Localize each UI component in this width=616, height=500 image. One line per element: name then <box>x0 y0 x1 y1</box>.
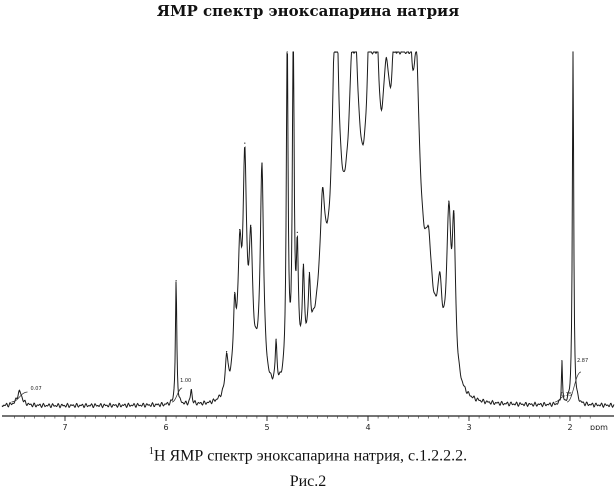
integral-label: 2.87 <box>577 358 588 364</box>
figure-number: Рис.2 <box>0 473 616 491</box>
spectrum-peak <box>19 391 20 392</box>
spectrum-peak <box>176 280 177 281</box>
spectrum-peak <box>244 143 245 144</box>
spectrum-peak <box>453 210 454 211</box>
spectrum-peak <box>322 189 323 190</box>
spectrum-peak <box>416 51 417 52</box>
chart-title: ЯМР спектр эноксапарина натрия <box>0 2 616 20</box>
spectrum-peak <box>335 51 336 52</box>
x-axis-tick-label: 4 <box>365 423 370 430</box>
x-axis-tick-label: 6 <box>163 423 168 430</box>
spectrum-peak <box>561 360 562 361</box>
spectrum-peak <box>408 51 409 52</box>
spectrum-peak <box>293 51 294 52</box>
spectrum-peak <box>376 51 377 52</box>
integral-label: 0.15 <box>561 392 572 398</box>
spectrum-trace-group <box>2 51 614 407</box>
x-axis-ticks: 7 6 5 4 3 2 ppm <box>15 416 609 430</box>
spectrum-peak <box>439 271 440 272</box>
caption-text: H ЯМР спектр эноксапарина натрия, с.1.2.… <box>154 447 467 464</box>
spectrum-peak <box>226 351 227 352</box>
spectrum-peak <box>428 226 429 227</box>
spectrum-peak <box>386 57 387 58</box>
spectrum-peak <box>309 272 310 273</box>
x-axis-tick-label: 3 <box>466 423 471 430</box>
x-axis-tick-label: 7 <box>62 423 67 430</box>
spectrum-line <box>2 52 614 408</box>
spectrum-peak <box>572 51 573 52</box>
spectrum-peak <box>303 264 304 265</box>
spectrum-peak <box>396 51 397 52</box>
figure-caption: 1H ЯМР спектр эноксапарина натрия, с.1.2… <box>0 446 616 465</box>
spectrum-peak <box>250 225 251 226</box>
spectrum-peak <box>234 292 235 293</box>
spectrum-peak <box>261 163 262 164</box>
spectrum-peak <box>401 51 402 52</box>
spectrum-peak <box>448 201 449 202</box>
nmr-spectrum-chart: 0.07 1.00 0.15 2.87 7 6 5 4 3 2 ppm <box>0 40 616 430</box>
integral-curves: 0.07 1.00 0.15 2.87 <box>12 358 589 402</box>
integral-label: 0.07 <box>31 386 42 392</box>
spectrum-peak <box>287 51 288 52</box>
spectrum-peak <box>239 229 240 230</box>
spectrum-peak <box>369 51 370 52</box>
spectrum-peak <box>276 339 277 340</box>
spectrum-peak <box>353 51 354 52</box>
x-axis-tick-label: 2 <box>567 423 572 430</box>
spectrum-peak <box>297 232 298 233</box>
x-axis-unit-label: ppm <box>590 423 608 430</box>
x-axis-tick-label: 5 <box>264 423 269 430</box>
integral-label: 1.00 <box>180 378 191 384</box>
spectrum-peak <box>191 389 192 390</box>
